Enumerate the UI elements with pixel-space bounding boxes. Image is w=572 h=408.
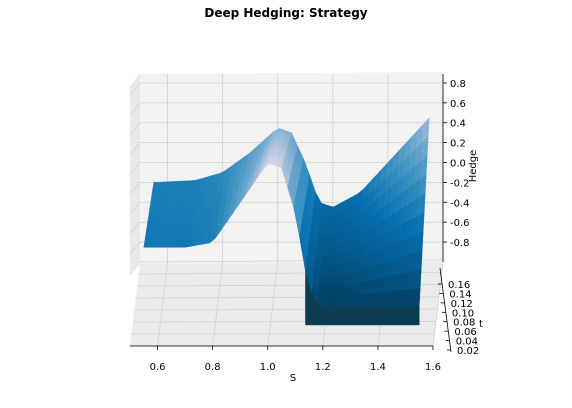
y-tick-label: 0.12 xyxy=(451,299,473,310)
x-axis-label: S xyxy=(290,373,296,384)
x-tick-label: 1.0 xyxy=(260,362,276,373)
y-tick-label: 0.06 xyxy=(454,327,476,338)
z-tick-label: 0.0 xyxy=(450,159,466,170)
surface-facet xyxy=(417,212,425,235)
surface-facet xyxy=(416,231,424,253)
y-tick-label: 0.14 xyxy=(449,289,471,300)
surface-skirt xyxy=(365,306,372,326)
y-tick-label: 0.10 xyxy=(452,308,474,319)
z-tick-label: 0.4 xyxy=(450,119,466,130)
surface-skirt xyxy=(395,306,402,326)
surface-facet xyxy=(415,249,423,271)
surface-skirt xyxy=(413,306,420,326)
y-ticks: 0.020.040.060.080.100.120.140.16 xyxy=(438,280,479,357)
y-tick-label: 0.04 xyxy=(456,337,478,348)
z-tick-label: -0.4 xyxy=(450,198,470,209)
x-ticks: 0.6 0.8 1.0 1.2 1.4 1.6 xyxy=(150,346,441,373)
surface-facet xyxy=(413,287,421,308)
surface-skirt xyxy=(359,306,366,326)
x-tick-label: 1.2 xyxy=(315,362,331,373)
surface-skirt xyxy=(401,306,408,326)
z-tick-label: 0.6 xyxy=(450,99,466,110)
surface-skirt xyxy=(335,306,342,326)
z-tick-label: -0.8 xyxy=(450,238,470,249)
surface-facet xyxy=(414,268,422,289)
x-tick-label: 1.4 xyxy=(370,362,386,373)
z-tick-label: -0.6 xyxy=(450,218,470,229)
surface-skirt xyxy=(371,306,378,326)
x-tick-label: 1.6 xyxy=(425,362,441,373)
surface-skirt xyxy=(323,306,330,326)
surface-skirt xyxy=(329,306,336,326)
z-tick-label: 0.2 xyxy=(450,139,466,150)
y-tick-label: 0.02 xyxy=(457,346,479,357)
surface-skirt xyxy=(389,306,396,326)
z-tick-label: 0.8 xyxy=(450,79,466,90)
surface-skirt xyxy=(341,306,348,326)
surface-skirt xyxy=(377,306,384,326)
surface xyxy=(143,117,430,326)
chart-title: Deep Hedging: Strategy xyxy=(204,6,368,20)
z-axis-label: Hedge xyxy=(468,150,479,183)
z-tick-label: -0.2 xyxy=(450,178,470,189)
surface-skirt xyxy=(353,306,360,326)
surface-skirt xyxy=(347,306,354,326)
z-ticks: -0.8 -0.6 -0.4 -0.2 0.0 0.2 0.4 0.6 0.8 xyxy=(443,79,470,249)
surface-skirt xyxy=(383,306,390,326)
y-tick-label: 0.16 xyxy=(448,280,470,291)
x-tick-label: 0.6 xyxy=(150,362,166,373)
x-tick-label: 0.8 xyxy=(205,362,221,373)
y-tick-label: 0.08 xyxy=(453,318,475,329)
y-axis-line xyxy=(439,267,452,353)
y-axis-label: t xyxy=(479,319,483,330)
surface-skirt xyxy=(407,306,414,326)
